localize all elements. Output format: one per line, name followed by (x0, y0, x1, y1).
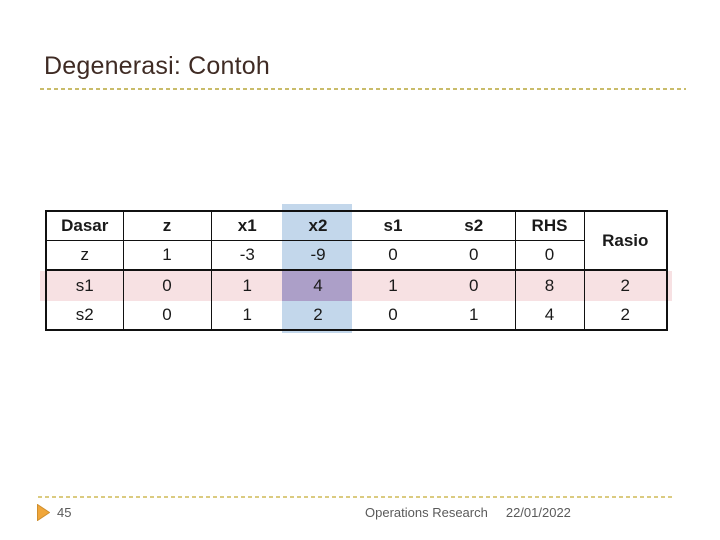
page-title: Degenerasi: Contoh (44, 52, 270, 80)
table-row-s2: s2 0 1 2 0 1 4 2 (46, 300, 667, 330)
cell-z-dasar: z (46, 240, 124, 271)
col-header-rasio: Rasio (584, 211, 667, 271)
table-row-z: z 1 -3 -9 0 0 0 (46, 240, 667, 271)
cell-s2-s1: 0 (388, 304, 398, 324)
cell-s1-x1: 1 (242, 275, 252, 295)
cell-z-s2: 0 (433, 240, 516, 271)
cell-s1-rhs: 8 (515, 270, 585, 300)
cell-s2-rhs: 4 (515, 300, 585, 330)
footer-meta: Operations Research 22/01/2022 (365, 505, 571, 520)
cell-s1-x2-pivot: 4 (313, 275, 323, 295)
cell-s2-x2: 2 (313, 304, 323, 324)
footer-date: 22/01/2022 (505, 505, 571, 520)
highlight-pivot-cell (282, 271, 352, 301)
page-number: 45 (57, 505, 72, 520)
col-header-rhs: RHS (515, 211, 585, 241)
cell-z-s1: 0 (353, 240, 433, 271)
title-divider-dashed-line (40, 88, 686, 90)
cell-z-x1: -3 (211, 240, 283, 271)
col-header-x1: x1 (211, 211, 283, 241)
table-row-s1: s1 0 1 4 1 0 8 2 (46, 270, 667, 300)
cell-z-z: 1 (123, 240, 212, 271)
cell-s2-dasar: s2 (46, 300, 124, 330)
col-header-s2: s2 (433, 211, 516, 241)
footer-course-name: Operations Research (365, 505, 488, 520)
simplex-tableau-table: Dasar z x1 x2 s1 s2 RHS Rasio z 1 -3 -9 … (45, 210, 668, 331)
col-header-s1: s1 (353, 211, 433, 241)
cell-s1-dasar: s1 (46, 270, 124, 300)
cell-s2-rasio: 2 (620, 304, 630, 324)
cell-s2-z: 0 (123, 300, 212, 330)
cell-z-rhs: 0 (515, 240, 585, 271)
cell-s2-s2: 1 (433, 300, 516, 330)
cell-s1-rasio: 2 (620, 275, 630, 295)
cell-s2-x1: 1 (242, 304, 252, 324)
cell-s1-z: 0 (123, 270, 212, 300)
col-header-x2: x2 (283, 211, 353, 241)
footer-arrow-icon (37, 504, 50, 521)
footer-divider-dashed-line (38, 496, 672, 498)
cell-s1-s2: 0 (433, 270, 516, 300)
col-header-z: z (123, 211, 212, 241)
table-header-row: Dasar z x1 x2 s1 s2 RHS Rasio (46, 211, 667, 271)
col-header-dasar: Dasar (46, 211, 124, 241)
cell-s1-s1: 1 (388, 275, 398, 295)
cell-z-x2: -9 (283, 240, 353, 271)
